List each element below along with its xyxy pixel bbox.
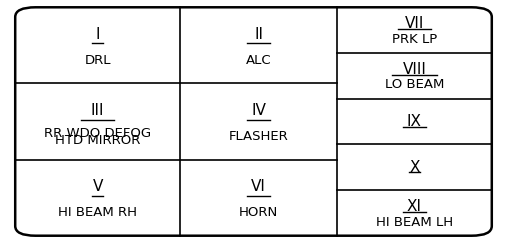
- Text: V: V: [92, 180, 103, 194]
- Text: RR WDO DEFOG: RR WDO DEFOG: [44, 127, 151, 139]
- FancyBboxPatch shape: [15, 7, 492, 236]
- Text: PRK LP: PRK LP: [392, 33, 437, 46]
- Text: LO BEAM: LO BEAM: [385, 78, 444, 91]
- Text: VII: VII: [405, 16, 424, 31]
- Text: IX: IX: [407, 114, 422, 129]
- Text: VIII: VIII: [403, 62, 426, 77]
- Text: I: I: [95, 27, 100, 42]
- Text: HI BEAM RH: HI BEAM RH: [58, 206, 137, 219]
- Text: VI: VI: [251, 180, 266, 194]
- Text: XI: XI: [407, 199, 422, 214]
- Text: DRL: DRL: [84, 54, 111, 67]
- Text: ALC: ALC: [246, 54, 271, 67]
- Text: FLASHER: FLASHER: [229, 130, 288, 143]
- Text: HTD MIRROR: HTD MIRROR: [55, 134, 140, 147]
- Text: X: X: [409, 160, 420, 175]
- Text: II: II: [254, 27, 263, 42]
- Text: IV: IV: [251, 103, 266, 118]
- Text: HI BEAM LH: HI BEAM LH: [376, 216, 453, 228]
- Text: HORN: HORN: [239, 206, 278, 219]
- Text: III: III: [91, 103, 104, 118]
